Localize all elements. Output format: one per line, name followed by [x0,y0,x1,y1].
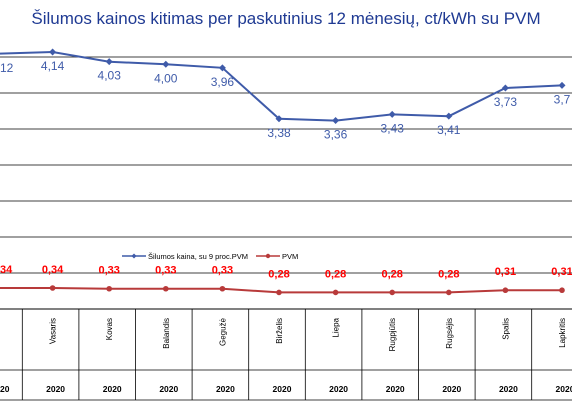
data-point [162,60,170,68]
data-point [559,287,565,294]
data-point [332,117,340,125]
legend-label: Šilumos kaina, su 9 proc.PVM [148,252,248,261]
legend-marker [265,253,271,259]
x-year-label: 2020 [499,384,518,394]
data-label: 0,31 [551,266,572,278]
x-tick-label: Liepa [332,317,341,337]
x-year-label: 2020 [159,384,178,394]
data-label: 3,41 [437,123,461,137]
x-tick-label: Gegužė [218,317,227,346]
x-year-label: 2020 [216,384,235,394]
data-point [218,64,226,72]
x-year-label: 2020 [46,384,65,394]
data-label: 0,28 [325,268,346,280]
x-year-label: 2020 [329,384,348,394]
x-tick-label: Rugsėjis [445,318,454,349]
x-tick-label: Birželis [275,318,284,344]
data-point [105,58,113,66]
data-point [446,289,452,296]
data-label: 0,28 [381,268,402,280]
data-label: 0,33 [155,265,176,277]
x-year-label: 2020 [103,384,122,394]
data-label: 3,36 [324,128,348,142]
x-tick-label: Vasaris [49,318,58,344]
data-point [502,287,509,294]
data-point [106,285,112,292]
data-label: 3,7 [554,92,571,106]
data-point [219,285,226,292]
x-axis: 20 Vasaris 2020 Kovas 2020 Balandis 2020 Gegužė… [0,317,572,394]
x-year-label: 2020 [442,384,461,394]
gridlines [0,56,572,401]
data-point [332,289,339,296]
data-label: 0,34 [42,264,64,276]
data-label: 3,43 [381,121,405,135]
data-label: 3,73 [494,95,518,109]
data-label: 0,28 [268,268,289,280]
data-point [49,48,57,56]
series-layer [0,48,566,296]
data-point [445,112,453,120]
data-labels: 12 4,14 4,03 4,00 3,96 3,38 3,36 3,43 3,41 3,73 3,… [0,59,572,280]
data-label: 0,33 [98,265,119,277]
data-point [558,81,566,89]
x-year-label: 2020 [386,384,405,394]
x-tick-label: Rugpjūtis [388,318,397,351]
data-label: 4,03 [98,69,122,83]
data-label: 12 [0,61,14,75]
data-label: 3,38 [267,126,291,140]
data-label: 4,14 [41,59,65,73]
x-tick-label: Lapkritis [558,318,567,348]
legend-marker [131,253,137,259]
data-point [276,289,282,296]
data-point [275,115,283,123]
x-year-label: 20 [0,384,10,394]
data-point [49,285,56,291]
data-label: 0,33 [212,265,233,277]
chart-title: Šilumos kainos kitimas per paskutinius 1… [31,9,540,28]
data-point [501,84,509,92]
legend: Šilumos kaina, su 9 proc.PVM PVM [122,252,298,261]
data-label: 0,31 [495,266,516,278]
data-point [163,285,169,292]
x-year-label: 2020 [556,384,572,394]
x-year-label: 2020 [273,384,292,394]
data-point [388,110,396,118]
data-label: 0,28 [438,268,459,280]
legend-label: PVM [282,252,298,261]
x-tick-label: Kovas [105,318,114,340]
data-label: 4,00 [154,71,178,85]
data-point [389,289,396,296]
x-tick-label: Balandis [162,318,171,349]
data-label: 34 [0,264,13,276]
data-label: 3,96 [211,75,235,89]
x-tick-label: Spalis [501,318,510,340]
